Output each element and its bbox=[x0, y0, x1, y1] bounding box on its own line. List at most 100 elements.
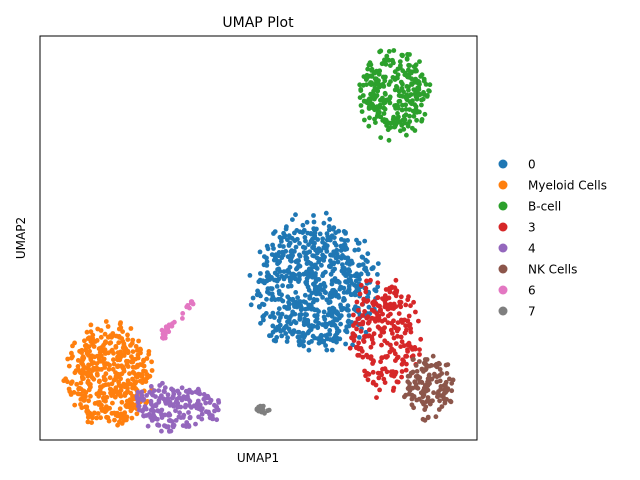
point-0 bbox=[317, 284, 323, 290]
point-myeloid-cells bbox=[85, 409, 91, 415]
point-3 bbox=[391, 385, 397, 391]
point-nk-cells bbox=[402, 394, 407, 400]
point-0 bbox=[269, 252, 275, 257]
point-nk-cells bbox=[420, 394, 426, 400]
point-3 bbox=[406, 294, 411, 300]
point-0 bbox=[344, 280, 350, 285]
point-6 bbox=[170, 321, 175, 326]
point-0 bbox=[366, 304, 372, 310]
point-3 bbox=[361, 337, 366, 343]
point-0 bbox=[291, 319, 297, 324]
point-myeloid-cells bbox=[84, 329, 90, 335]
point-3 bbox=[374, 395, 379, 400]
point-nk-cells bbox=[431, 390, 436, 396]
point-b-cell bbox=[372, 85, 378, 91]
point-0 bbox=[257, 304, 262, 310]
point-myeloid-cells bbox=[108, 389, 114, 394]
point-3 bbox=[384, 340, 390, 346]
point-4 bbox=[151, 416, 157, 422]
point-b-cell bbox=[419, 97, 424, 103]
point-0 bbox=[298, 302, 303, 308]
point-b-cell bbox=[413, 76, 418, 82]
point-0 bbox=[296, 271, 302, 277]
point-0 bbox=[337, 286, 343, 292]
point-b-cell bbox=[358, 88, 364, 93]
point-4 bbox=[159, 428, 164, 434]
point-0 bbox=[288, 257, 293, 263]
point-myeloid-cells bbox=[91, 338, 96, 344]
point-nk-cells bbox=[411, 356, 416, 362]
point-0 bbox=[247, 273, 253, 278]
point-0 bbox=[304, 279, 310, 284]
point-0 bbox=[264, 278, 270, 284]
point-nk-cells bbox=[406, 391, 412, 397]
point-b-cell bbox=[382, 90, 388, 96]
point-0 bbox=[270, 242, 275, 248]
point-4 bbox=[179, 385, 185, 391]
point-0 bbox=[274, 335, 280, 340]
point-3 bbox=[365, 314, 371, 320]
point-b-cell bbox=[391, 48, 397, 53]
point-0 bbox=[256, 279, 262, 285]
point-0 bbox=[340, 253, 345, 258]
point-b-cell bbox=[390, 58, 395, 64]
point-0 bbox=[302, 235, 308, 240]
point-0 bbox=[335, 329, 340, 335]
point-nk-cells bbox=[405, 386, 411, 391]
point-myeloid-cells bbox=[66, 363, 72, 369]
point-0 bbox=[283, 314, 289, 320]
point-3 bbox=[417, 352, 422, 357]
point-b-cell bbox=[377, 102, 383, 108]
point-0 bbox=[321, 220, 327, 226]
point-6 bbox=[160, 331, 166, 337]
point-3 bbox=[376, 375, 382, 381]
point-0 bbox=[308, 303, 314, 309]
point-4 bbox=[157, 383, 163, 388]
point-0 bbox=[290, 217, 295, 223]
point-3 bbox=[355, 352, 361, 358]
point-0 bbox=[270, 323, 276, 329]
point-0 bbox=[311, 227, 317, 233]
point-0 bbox=[375, 261, 381, 266]
point-myeloid-cells bbox=[85, 419, 91, 425]
point-3 bbox=[405, 318, 411, 324]
legend-marker-6 bbox=[498, 285, 508, 295]
point-3 bbox=[370, 369, 376, 375]
point-nk-cells bbox=[411, 394, 417, 399]
point-3 bbox=[379, 342, 384, 348]
point-myeloid-cells bbox=[94, 338, 100, 343]
point-0 bbox=[276, 318, 282, 324]
point-0 bbox=[349, 280, 355, 286]
point-myeloid-cells bbox=[129, 406, 135, 412]
point-b-cell bbox=[400, 53, 405, 59]
point-b-cell bbox=[369, 68, 374, 73]
point-myeloid-cells bbox=[83, 342, 89, 348]
point-4 bbox=[173, 418, 179, 423]
point-0 bbox=[353, 278, 359, 284]
point-nk-cells bbox=[414, 397, 420, 403]
point-4 bbox=[180, 395, 186, 400]
point-0 bbox=[300, 244, 306, 250]
point-nk-cells bbox=[438, 384, 444, 389]
point-myeloid-cells bbox=[110, 400, 115, 406]
point-0 bbox=[317, 291, 323, 297]
point-myeloid-cells bbox=[141, 358, 146, 364]
point-0 bbox=[274, 284, 280, 289]
point-4 bbox=[144, 393, 150, 398]
point-0 bbox=[338, 304, 344, 310]
point-0 bbox=[276, 306, 282, 312]
point-nk-cells bbox=[439, 404, 445, 409]
point-0 bbox=[344, 260, 350, 266]
point-myeloid-cells bbox=[78, 380, 84, 386]
point-b-cell bbox=[369, 74, 375, 79]
plot-area-frame bbox=[39, 35, 478, 441]
point-4 bbox=[150, 404, 156, 409]
point-b-cell bbox=[386, 125, 392, 131]
point-3 bbox=[398, 334, 404, 340]
point-myeloid-cells bbox=[106, 350, 111, 356]
point-b-cell bbox=[401, 126, 407, 132]
point-b-cell bbox=[398, 79, 404, 85]
point-3 bbox=[347, 345, 353, 351]
legend-marker-b-cell bbox=[498, 201, 508, 211]
point-myeloid-cells bbox=[110, 331, 116, 336]
